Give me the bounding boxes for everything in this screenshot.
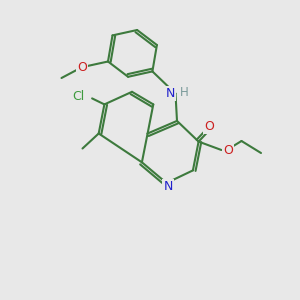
Text: N: N [165, 87, 175, 100]
Text: O: O [204, 120, 214, 133]
Text: O: O [77, 61, 87, 74]
Text: Cl: Cl [73, 90, 85, 104]
Text: O: O [223, 144, 233, 158]
Text: N: N [163, 180, 173, 194]
Text: H: H [180, 85, 189, 99]
